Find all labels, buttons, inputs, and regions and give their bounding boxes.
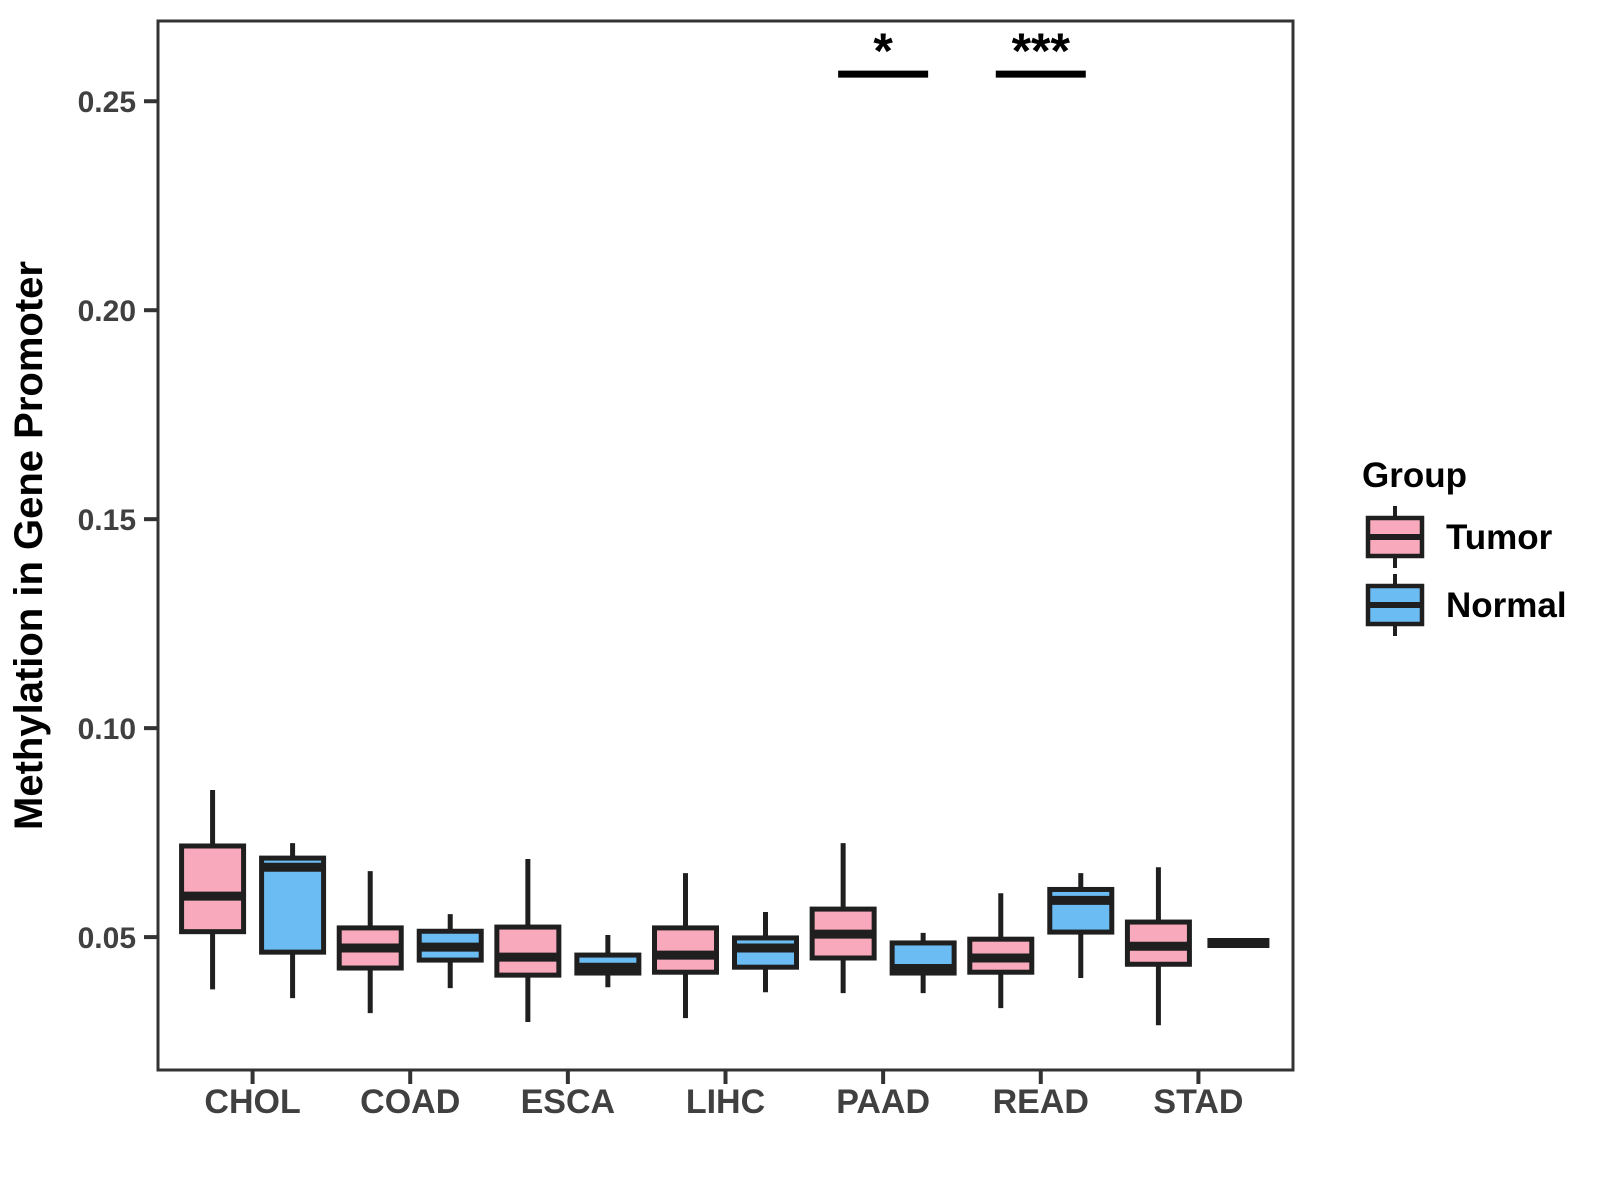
x-tick-label-ESCA: ESCA <box>521 1083 615 1121</box>
y-tick-label-0.15: 0.15 <box>78 504 136 537</box>
boxplot-LIHC-Tumor-box <box>652 925 719 975</box>
significance-label-READ: *** <box>1012 23 1071 79</box>
x-tick-label-STAD: STAD <box>1153 1083 1243 1121</box>
y-tick-label-0.20: 0.20 <box>78 295 136 328</box>
y-tick-label-0.25: 0.25 <box>78 86 136 119</box>
legend-title: Group <box>1362 456 1467 495</box>
x-tick-label-LIHC: LIHC <box>686 1083 765 1121</box>
y-tick-label-0.10: 0.10 <box>78 713 136 746</box>
legend-label-tumor: Tumor <box>1446 518 1553 557</box>
significance-label-PAAD: * <box>873 23 893 79</box>
boxplot-CHOL-Normal-box <box>259 855 327 955</box>
boxplot-LIHC-Normal-box <box>732 935 799 970</box>
x-tick-label-COAD: COAD <box>360 1083 460 1121</box>
legend-label-normal: Normal <box>1446 586 1567 625</box>
boxplot-CHOL-Tumor-box <box>179 843 247 935</box>
x-tick-label-READ: READ <box>993 1083 1089 1121</box>
y-axis-title: Methylation in Gene Promoter <box>7 261 51 830</box>
x-tick-label-PAAD: PAAD <box>836 1083 930 1121</box>
x-tick-label-CHOL: CHOL <box>204 1083 300 1121</box>
boxplot-ESCA-Tumor-box <box>494 924 562 978</box>
y-tick-label-0.05: 0.05 <box>78 922 136 955</box>
